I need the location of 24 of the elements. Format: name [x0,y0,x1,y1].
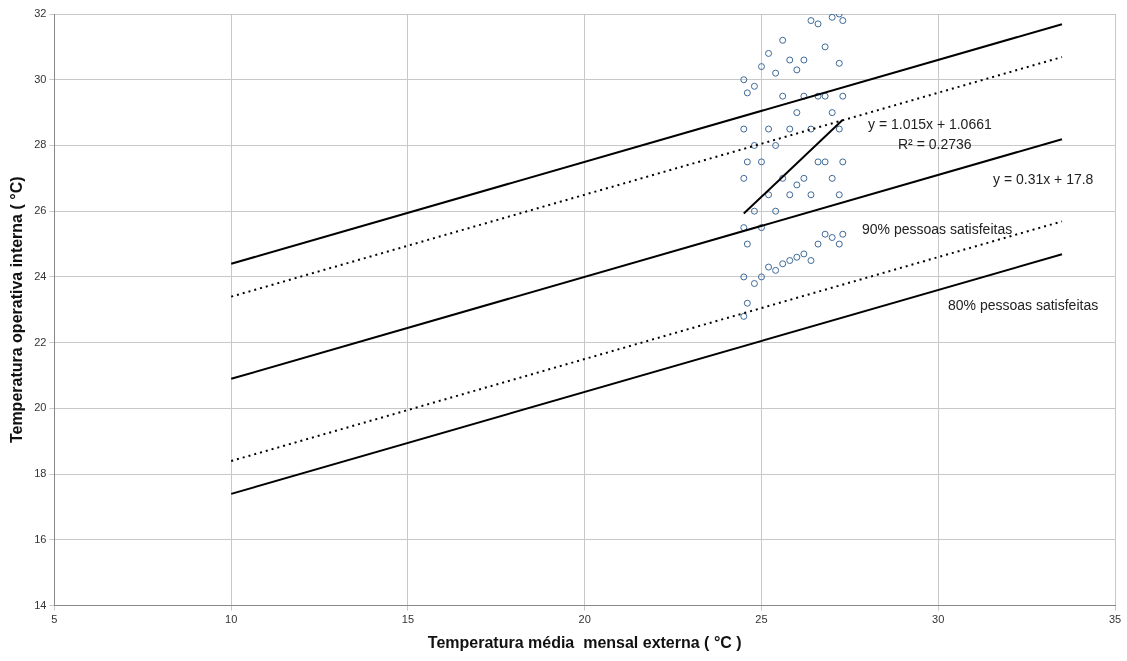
y-tick-label: 20 [34,401,47,414]
x-tick-label: 20 [578,613,591,626]
annotation: y = 0.31x + 17.8 [993,170,1094,187]
y-tick-label: 24 [34,269,47,282]
annotation: 80% pessoas satisfeitas [948,296,1099,313]
x-tick-label: 30 [932,613,945,626]
y-tick-label: 14 [34,598,47,611]
x-tick-label: 15 [401,613,415,626]
y-tick-label: 18 [34,467,47,480]
x-tick-label: 5 [51,613,58,626]
x-axis-title: Temperatura média mensal externa ( °C ) [427,633,742,651]
x-tick-label: 25 [755,613,768,626]
y-tick-label: 28 [34,138,47,151]
annotation: y = 1.015x + 1.0661 [868,115,992,132]
y-tick-label: 32 [34,7,47,20]
y-tick-label: 30 [34,72,47,85]
annotation: 90% pessoas satisfeitas [862,220,1013,237]
annotation: R² = 0.2736 [898,135,972,152]
y-tick-label: 16 [34,532,47,545]
y-axis-title: Temperatura operativa interna ( °C) [8,176,26,444]
x-tick-label: 35 [1108,613,1122,626]
x-tick-label: 10 [225,613,238,626]
y-tick-label: 26 [34,204,47,217]
y-tick-label: 22 [34,335,47,348]
